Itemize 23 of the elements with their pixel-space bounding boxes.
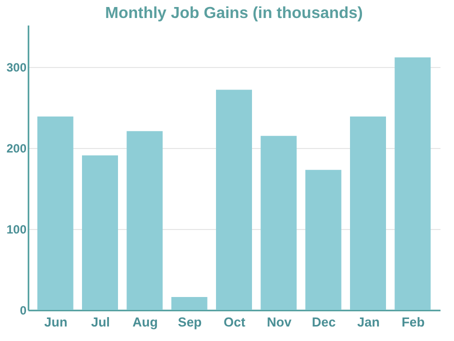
bar — [171, 297, 208, 310]
bar — [216, 90, 252, 310]
y-tick-label: 100 — [6, 222, 27, 237]
bar — [37, 116, 74, 310]
x-tick-label: Jun — [44, 314, 68, 330]
bar — [305, 170, 342, 310]
x-tick-label: Jul — [91, 314, 110, 330]
chart-title: Monthly Job Gains (in thousands) — [105, 5, 363, 22]
bar — [126, 131, 163, 310]
x-tick-label: Jan — [357, 314, 380, 330]
x-tick-label: Sep — [178, 314, 202, 330]
y-tick-label: 0 — [20, 304, 27, 318]
x-tick-label: Feb — [402, 314, 425, 330]
x-tick-label: Aug — [132, 314, 158, 330]
x-tick-label: Dec — [312, 314, 336, 330]
x-tick-label: Oct — [224, 314, 246, 330]
bar — [260, 136, 297, 310]
y-tick-label: 300 — [6, 60, 27, 75]
bar — [394, 57, 431, 310]
bar — [350, 116, 386, 310]
y-tick-label: 200 — [6, 142, 27, 156]
x-tick-label: Nov — [266, 314, 292, 330]
bar — [82, 155, 118, 310]
